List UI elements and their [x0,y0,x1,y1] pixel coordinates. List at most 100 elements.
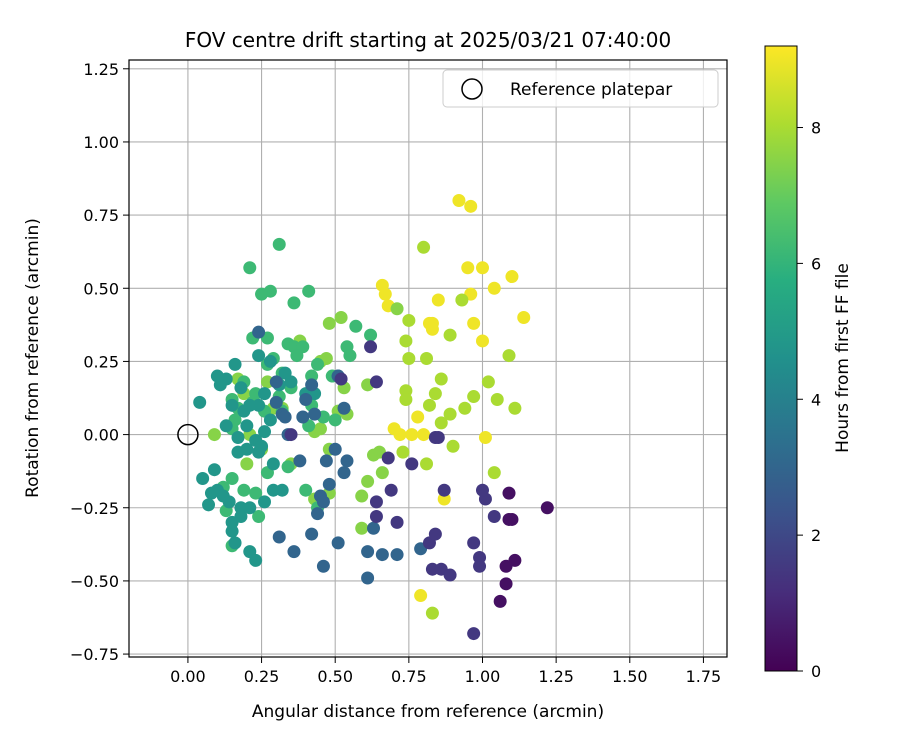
data-point [207,428,221,442]
data-point [502,349,516,363]
data-point [499,559,513,573]
data-point [458,401,472,415]
data-point [411,410,425,424]
data-point [263,413,277,427]
data-point [375,548,389,562]
data-point [478,431,492,445]
data-point [299,392,313,406]
data-point [343,349,357,363]
data-point [275,483,289,497]
data-point [455,293,469,307]
data-point [243,261,257,275]
data-point [255,439,269,453]
data-point [340,454,354,468]
x-tick-label: 1.75 [686,667,722,686]
colorbar-gradient [764,45,798,672]
colorbar-tick-label: 6 [811,254,821,273]
data-point [249,553,263,567]
legend-label: Reference platepar [510,80,672,100]
data-point [381,451,395,465]
data-point [284,375,298,389]
data-point [287,296,301,310]
data-point [540,501,554,515]
data-point [290,349,304,363]
colorbar-tick-label: 4 [811,390,821,409]
x-axis-title: Angular distance from reference (arcmin) [252,702,604,722]
data-point [475,483,489,497]
data-point [293,454,307,468]
data-point [431,431,445,445]
data-point [399,334,413,348]
data-point [446,439,460,453]
data-point [464,199,478,213]
x-tick-label: 0.25 [244,667,280,686]
data-point [490,392,504,406]
data-point [467,627,481,641]
data-point [243,398,257,412]
data-point [222,495,236,509]
data-point [443,407,457,421]
data-point [405,457,419,471]
data-point [278,410,292,424]
data-point [493,594,507,608]
data-point [328,442,342,456]
data-point [487,510,501,524]
data-point [461,261,475,275]
data-point [193,395,207,409]
x-tick-label: 0.00 [170,667,206,686]
data-point [240,457,254,471]
data-point [337,401,351,415]
data-point [508,401,522,415]
data-point [428,527,442,541]
data-point [414,589,428,603]
data-point [467,316,481,330]
data-point [367,521,381,535]
data-point [207,463,221,477]
data-point [434,372,448,386]
data-point [390,548,404,562]
data-point [240,442,254,456]
data-point [502,486,516,500]
colorbar-ticks: 0 2 4 6 8 [797,119,821,681]
data-point [405,428,419,442]
data-point [258,495,272,509]
data-point [272,530,286,544]
data-point [305,527,319,541]
data-point [252,510,266,524]
data-point [322,316,336,330]
data-point [502,512,516,526]
data-point [384,483,398,497]
data-point [237,483,251,497]
legend-box [442,69,719,108]
data-point [390,515,404,529]
y-tick-label: 0.50 [83,279,119,298]
data-point [249,486,263,500]
data-point [361,474,375,488]
data-point [487,466,501,480]
data-point [355,489,369,503]
data-point [331,536,345,550]
data-point [467,390,481,404]
data-point [364,340,378,354]
data-point [402,313,416,327]
y-tick-label: 0.75 [83,206,119,225]
data-point [417,240,431,254]
data-point [517,311,531,325]
data-point [272,237,286,251]
data-point [311,507,325,521]
data-point [437,483,451,497]
y-tick-label: 0.00 [83,426,119,445]
data-point [349,319,363,333]
plot-frame [128,59,728,658]
data-point [420,457,434,471]
data-point [364,328,378,342]
data-point [375,466,389,480]
data-point [334,311,348,325]
data-point [399,392,413,406]
colorbar-label: Hours from first FF file [833,263,853,453]
data-point [234,510,248,524]
data-point [499,577,513,591]
data-point [302,284,316,298]
data-point [263,354,277,368]
